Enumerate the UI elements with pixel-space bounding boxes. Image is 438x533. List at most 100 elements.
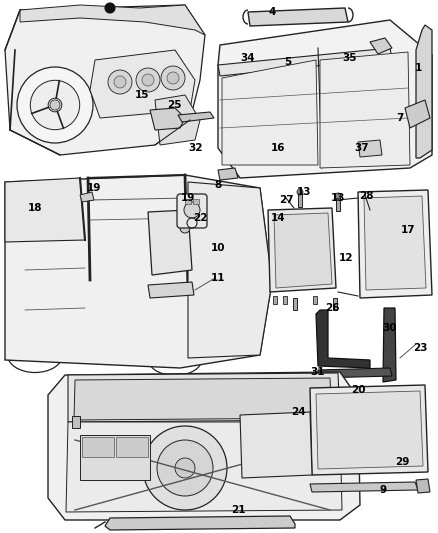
Polygon shape [318, 368, 392, 378]
Text: 28: 28 [359, 191, 373, 201]
Polygon shape [274, 213, 332, 288]
Polygon shape [218, 168, 238, 180]
Bar [336, 196, 340, 211]
Text: 29: 29 [395, 457, 409, 467]
Polygon shape [310, 385, 428, 475]
FancyBboxPatch shape [177, 194, 207, 228]
Polygon shape [310, 482, 418, 492]
Text: 21: 21 [231, 505, 245, 515]
Polygon shape [5, 175, 272, 368]
Polygon shape [105, 516, 295, 530]
Polygon shape [222, 60, 318, 165]
Text: 10: 10 [211, 243, 225, 253]
Polygon shape [316, 310, 370, 368]
Circle shape [143, 426, 227, 510]
Polygon shape [383, 308, 396, 382]
Text: 19: 19 [87, 183, 101, 193]
Polygon shape [405, 100, 430, 128]
Text: 5: 5 [284, 57, 292, 67]
Polygon shape [218, 48, 392, 76]
Text: 13: 13 [331, 193, 345, 203]
Polygon shape [416, 25, 432, 158]
Text: 34: 34 [241, 53, 255, 63]
Text: 4: 4 [268, 7, 276, 17]
Circle shape [175, 458, 195, 478]
Bar [185, 199, 191, 204]
Bar [293, 298, 297, 310]
Polygon shape [370, 38, 392, 54]
Text: 1: 1 [414, 63, 422, 73]
Circle shape [142, 74, 154, 86]
Text: 14: 14 [271, 213, 285, 223]
Polygon shape [358, 190, 432, 298]
Text: 7: 7 [396, 113, 404, 123]
Circle shape [180, 223, 190, 233]
Text: 37: 37 [355, 143, 369, 153]
Text: 22: 22 [193, 213, 207, 223]
Polygon shape [188, 182, 272, 358]
Bar [273, 296, 277, 304]
Polygon shape [148, 282, 194, 298]
Text: 9: 9 [379, 485, 387, 495]
Polygon shape [320, 52, 410, 168]
Text: 19: 19 [181, 193, 195, 203]
Text: 26: 26 [325, 303, 339, 313]
Text: 17: 17 [401, 225, 415, 235]
Polygon shape [74, 378, 332, 420]
Text: 24: 24 [291, 407, 305, 417]
Circle shape [105, 3, 115, 13]
Text: 35: 35 [343, 53, 357, 63]
Circle shape [184, 202, 200, 218]
Circle shape [297, 189, 303, 195]
Text: 25: 25 [167, 100, 181, 110]
Bar [298, 192, 302, 207]
Polygon shape [416, 479, 430, 493]
Text: 12: 12 [339, 253, 353, 263]
Circle shape [50, 100, 60, 110]
Polygon shape [48, 372, 360, 520]
Polygon shape [218, 20, 432, 178]
Polygon shape [316, 391, 423, 469]
Bar [329, 416, 337, 428]
Bar [333, 298, 337, 310]
Circle shape [335, 193, 341, 199]
Polygon shape [268, 208, 336, 292]
Bar [72, 416, 80, 428]
Polygon shape [150, 108, 185, 130]
Text: 23: 23 [413, 343, 427, 353]
Polygon shape [364, 196, 426, 290]
Text: 32: 32 [189, 143, 203, 153]
Text: 31: 31 [311, 367, 325, 377]
Circle shape [161, 66, 185, 90]
Polygon shape [66, 422, 342, 512]
Text: 15: 15 [135, 90, 149, 100]
Bar [313, 296, 317, 304]
Polygon shape [80, 192, 94, 202]
Polygon shape [358, 140, 382, 157]
Polygon shape [155, 95, 200, 145]
Bar [116, 437, 148, 457]
Circle shape [114, 76, 126, 88]
Circle shape [30, 80, 80, 130]
Text: 16: 16 [271, 143, 285, 153]
Text: 27: 27 [279, 195, 293, 205]
Bar [80, 435, 150, 480]
Polygon shape [20, 5, 205, 35]
Circle shape [17, 67, 93, 143]
Text: 18: 18 [28, 203, 42, 213]
Bar [193, 199, 199, 204]
Text: 8: 8 [214, 180, 222, 190]
Polygon shape [240, 412, 312, 478]
Text: 20: 20 [351, 385, 365, 395]
Circle shape [48, 98, 62, 112]
Circle shape [167, 72, 179, 84]
Polygon shape [5, 178, 85, 242]
Text: 30: 30 [383, 323, 397, 333]
Circle shape [136, 68, 160, 92]
Text: 13: 13 [297, 187, 311, 197]
Polygon shape [5, 5, 205, 155]
Bar [283, 296, 287, 304]
Text: 11: 11 [211, 273, 225, 283]
Polygon shape [68, 373, 340, 422]
Circle shape [108, 70, 132, 94]
